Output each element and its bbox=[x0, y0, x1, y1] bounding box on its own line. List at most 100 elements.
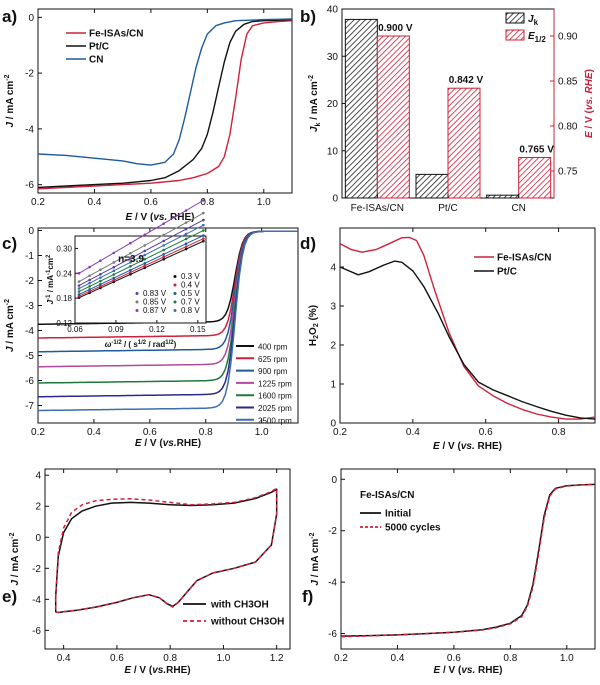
plot-frame bbox=[339, 227, 596, 424]
x-tick-label: 0.8 bbox=[503, 653, 517, 664]
data-label: 0.842 V bbox=[449, 75, 484, 86]
inset-point bbox=[184, 245, 188, 248]
plot-frame bbox=[37, 227, 299, 424]
inset-x-tick-label: 0.15 bbox=[190, 325, 206, 334]
chart-title: Fe-ISAs/CN bbox=[360, 490, 414, 501]
plot-frame bbox=[37, 8, 293, 194]
inset-legend-marker bbox=[135, 292, 139, 295]
bar-jk-CN bbox=[486, 194, 520, 199]
inset-legend-label: 0.8 V bbox=[181, 306, 200, 315]
y-tick-label: -2 bbox=[32, 564, 41, 575]
curve-CN bbox=[37, 18, 293, 166]
y-tick-label: 0 bbox=[28, 13, 34, 24]
y-axis-label: J / mA cm-2 bbox=[9, 532, 21, 585]
legend-label: 625 rpm bbox=[258, 355, 288, 364]
legend-label: Jk bbox=[528, 14, 539, 27]
x-tick-label: 1.0 bbox=[255, 427, 269, 438]
y-tick-label: -5 bbox=[25, 351, 34, 362]
x-tick-label: 0.8 bbox=[552, 427, 566, 438]
inset-point bbox=[99, 259, 102, 263]
bar-e12-CN bbox=[518, 157, 552, 199]
y-tick-label: -6 bbox=[25, 376, 34, 387]
inset-annotation: n=3.9 bbox=[118, 254, 144, 265]
panel-a: 0.2 0.4 0.6 0.8 1.0 0 -2 -4 -6 Fe-ISAs/CN Pt/C CN E … bbox=[4, 8, 293, 223]
inset-point bbox=[99, 283, 102, 286]
x-tick-label: 0.6 bbox=[143, 427, 157, 438]
y-tick-label: 20 bbox=[327, 99, 339, 110]
inset-x-tick-label: 0.09 bbox=[108, 325, 124, 334]
x-tick-label: 0.4 bbox=[57, 653, 71, 664]
inset-point bbox=[129, 265, 132, 268]
inset-point bbox=[88, 278, 91, 282]
inset-point bbox=[143, 262, 147, 265]
inset-fit-0.85 V bbox=[77, 211, 205, 283]
x-tick-label: CN bbox=[511, 203, 525, 214]
inset-point bbox=[77, 271, 81, 275]
y-tick-label: -1 bbox=[25, 251, 34, 262]
inset-fit-0.7 V bbox=[77, 229, 205, 293]
inset-point bbox=[201, 211, 205, 215]
legend-label: 2025 rpm bbox=[258, 404, 292, 413]
inset-point bbox=[129, 251, 132, 255]
inset-fit-0.87 V bbox=[77, 199, 205, 275]
inset-point bbox=[77, 280, 81, 283]
inset-legend-label: 0.87 V bbox=[143, 306, 167, 315]
x-tick-label: 0.4 bbox=[87, 427, 101, 438]
legend-label: Pt/C bbox=[497, 267, 517, 278]
x-axis-label: E / V (vs. RHE) bbox=[434, 665, 503, 676]
inset-point bbox=[99, 273, 102, 276]
inset-point bbox=[88, 265, 91, 269]
inset-point bbox=[184, 247, 188, 251]
legend-label: Fe-ISAs/CN bbox=[497, 253, 551, 264]
inset-legend-marker bbox=[173, 275, 177, 278]
legend-label: Initial bbox=[385, 509, 411, 520]
inset-point bbox=[143, 264, 147, 268]
legend-label: 400 rpm bbox=[258, 343, 288, 352]
x-tick-label: 1.2 bbox=[270, 653, 284, 664]
y-tick-label: -6 bbox=[25, 180, 34, 191]
inset-point bbox=[112, 265, 116, 269]
y-tick-label: -2 bbox=[25, 69, 34, 80]
inset-point bbox=[129, 241, 132, 245]
y-tick-label: -6 bbox=[328, 629, 337, 640]
x-tick-label: Fe-ISAs/CN bbox=[351, 203, 404, 214]
inset-point bbox=[162, 222, 165, 225]
panel-a-label: a) bbox=[2, 7, 17, 26]
inset-point bbox=[201, 199, 205, 202]
inset-point bbox=[77, 287, 81, 290]
legend-label: 1225 rpm bbox=[258, 379, 292, 388]
x-tick-label: 0.2 bbox=[334, 653, 348, 664]
legend-label: 900 rpm bbox=[258, 367, 288, 376]
curve-Fe-ISAs/CN bbox=[37, 20, 293, 190]
x-tick-label: 0.6 bbox=[110, 653, 124, 664]
y-tick-label: -2 bbox=[25, 276, 34, 287]
inset-point bbox=[99, 279, 102, 283]
x-tick-label: 0.4 bbox=[390, 653, 404, 664]
x-tick-label: 0.6 bbox=[447, 653, 461, 664]
panel-b-label: b) bbox=[300, 7, 316, 26]
inset-point bbox=[143, 253, 147, 257]
panel-b: 0 10 20 30 40 0.75 0.80 0.85 0.90 0.900 V Fe-ISAs/… bbox=[308, 5, 595, 215]
inset-point bbox=[184, 242, 188, 246]
inset-point bbox=[162, 253, 165, 256]
inset-point bbox=[201, 237, 205, 240]
legend-label: 5000 cycles bbox=[385, 523, 441, 534]
inset-x-tick-label: 0.06 bbox=[67, 325, 83, 334]
inset-point bbox=[112, 273, 116, 276]
panel-e: 0.4 0.6 0.8 1.0 1.2 4 2 0 -2 -4 -6 with CH3OH withou… bbox=[9, 468, 291, 676]
inset-point bbox=[88, 285, 91, 288]
y-axis-label: J / mA cm-2 bbox=[4, 74, 16, 127]
legend-label: with CH3OH bbox=[210, 600, 269, 611]
inset-point bbox=[99, 285, 102, 288]
curve-2500 rpm bbox=[38, 230, 298, 412]
inset-legend-label: 0.7 V bbox=[181, 298, 200, 307]
y-axis-label: J / mA cm-2 bbox=[309, 532, 321, 585]
y-tick-label: 0.75 bbox=[558, 167, 578, 178]
y-tick-label: -2 bbox=[328, 526, 337, 537]
panel-d: 0.2 0.4 0.6 0.8 0 1 2 3 4 Fe-ISAs/CN Pt/C E / V (vs… bbox=[308, 227, 596, 452]
curve-Pt/C bbox=[339, 260, 596, 420]
panel-e-label: e) bbox=[2, 587, 17, 606]
inset-point bbox=[184, 221, 188, 224]
inset-point bbox=[143, 257, 147, 261]
